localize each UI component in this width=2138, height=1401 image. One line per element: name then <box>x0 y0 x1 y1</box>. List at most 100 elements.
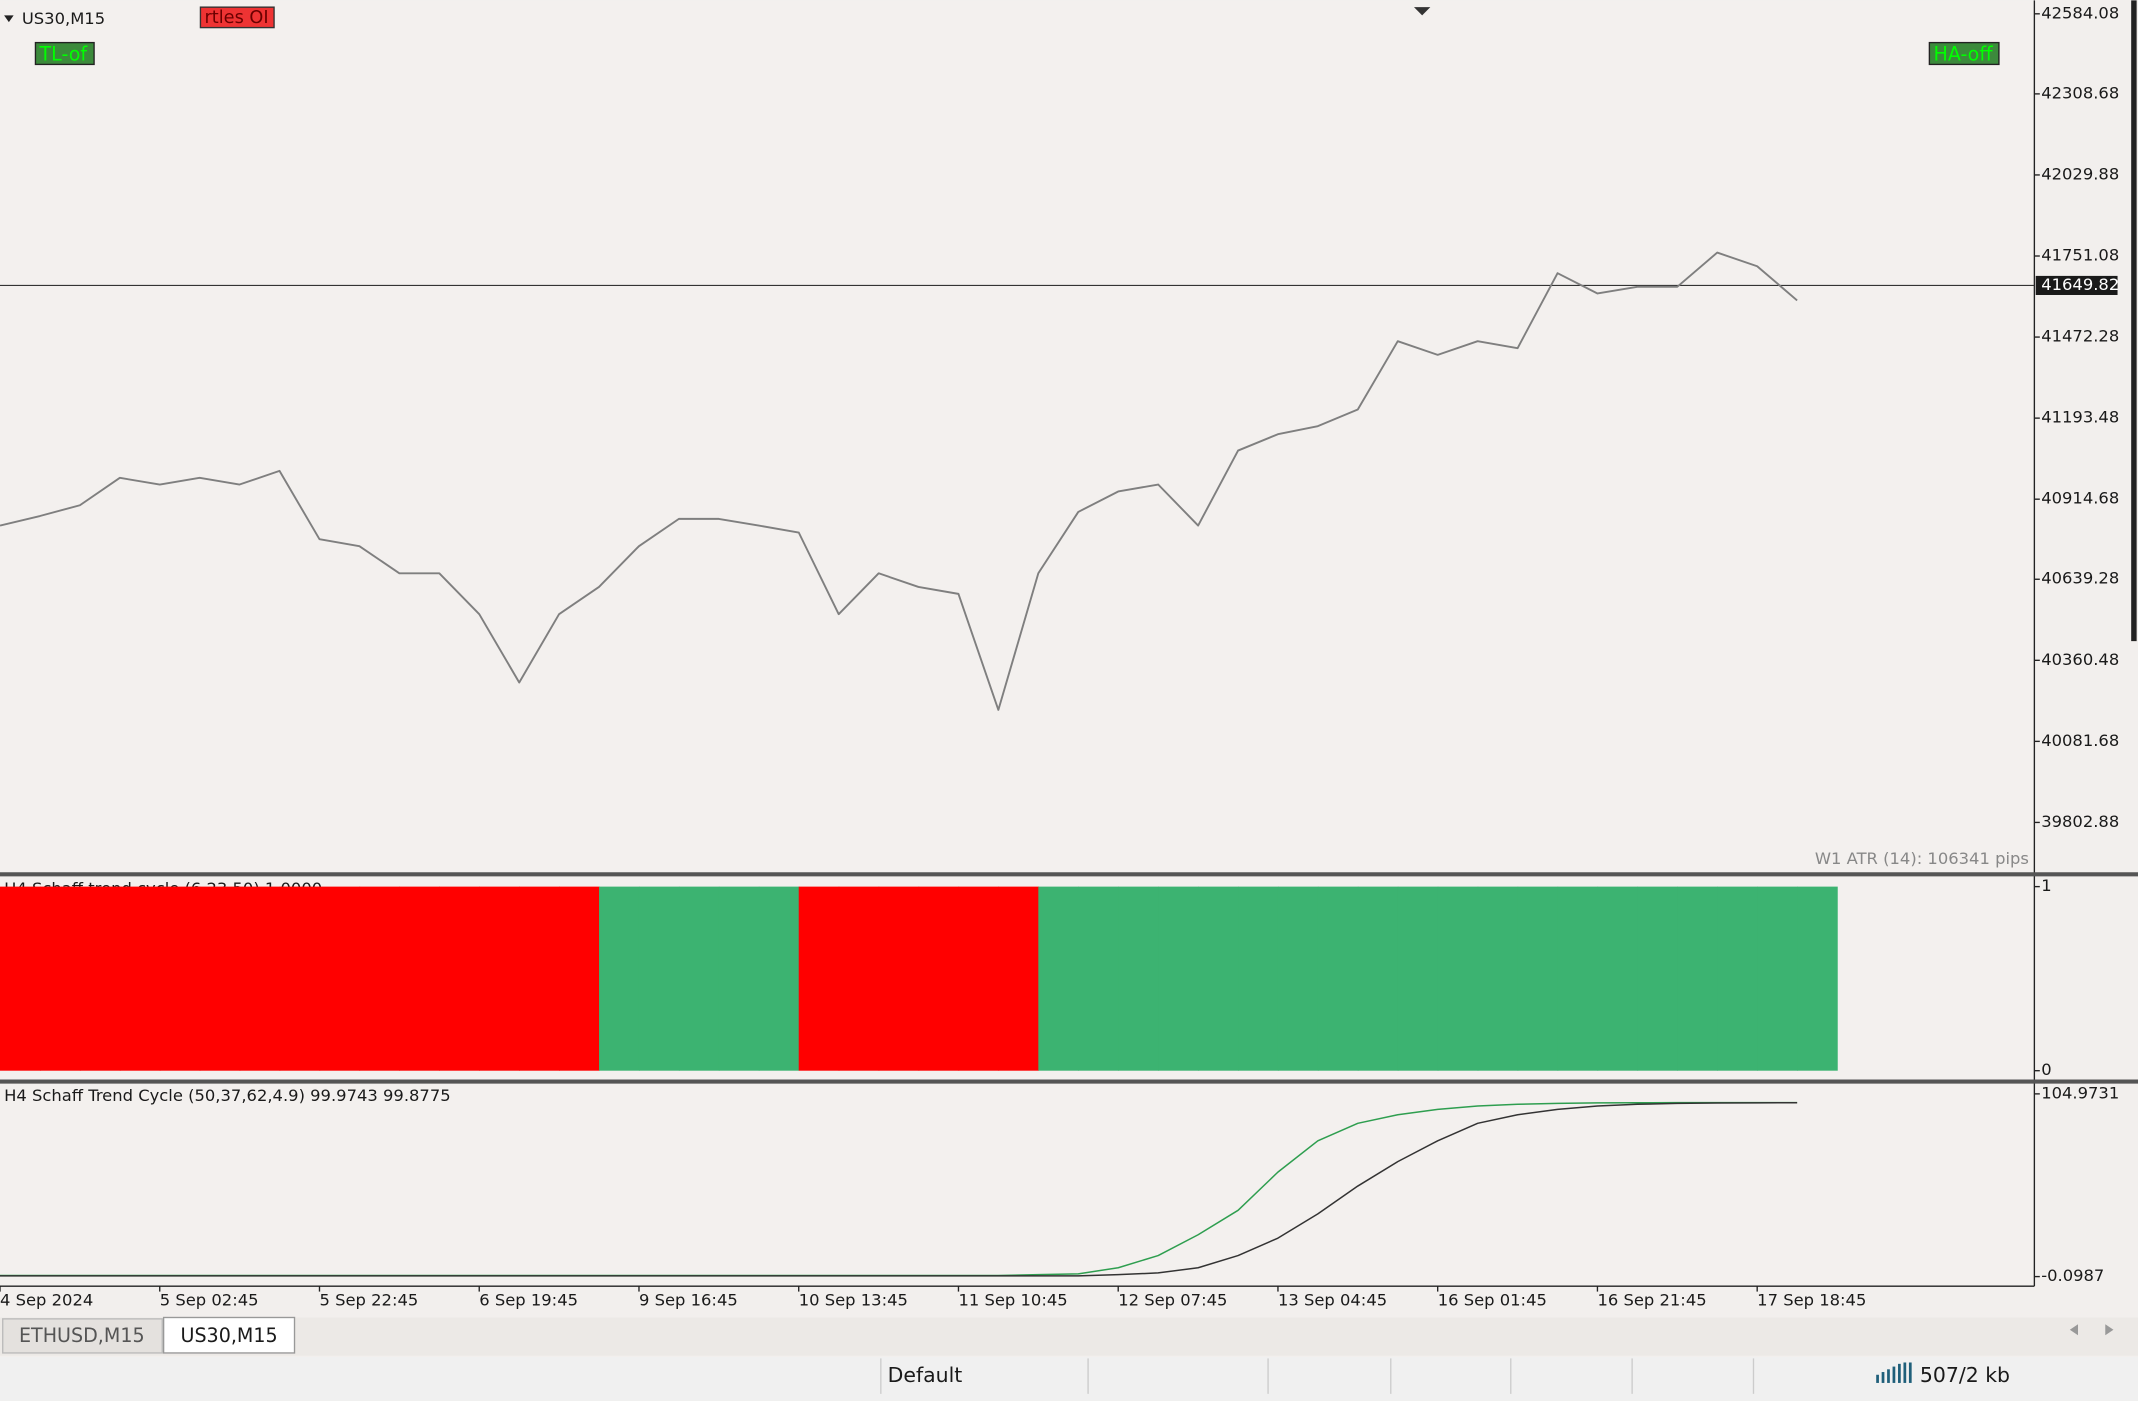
x-tick-label: 5 Sep 02:45 <box>160 1291 259 1310</box>
y-tick-label: 40081.68 <box>2041 731 2119 750</box>
bar <box>79 886 121 1071</box>
x-tick-label: 10 Sep 13:45 <box>799 1291 908 1310</box>
bar <box>1717 886 1758 1071</box>
shift-marker <box>1413 7 1431 16</box>
bar <box>1517 886 1559 1071</box>
bar <box>1357 886 1399 1071</box>
y-tick-label: 40639.28 <box>2041 569 2119 588</box>
y-tick-label: 41472.28 <box>2041 327 2119 346</box>
y-tick-label: 104.9731 <box>2041 1083 2119 1102</box>
bar <box>1757 886 1798 1071</box>
menu-arrow[interactable] <box>4 15 14 23</box>
x-tick-label: 11 Sep 10:45 <box>958 1291 1067 1310</box>
atr-label: W1 ATR (14): 106341 pips <box>1815 849 2029 868</box>
tab-bar <box>0 1317 2138 1356</box>
bar <box>1198 886 1239 1071</box>
y-tick-label: 42308.68 <box>2041 83 2119 102</box>
button-label[interactable]: HA-off <box>1933 43 1993 65</box>
bar <box>159 886 201 1071</box>
tab-label[interactable]: ETHUSD,M15 <box>19 1325 145 1347</box>
bar <box>918 886 960 1071</box>
y-tick-label: 42584.08 <box>2041 3 2119 22</box>
bar <box>958 886 1000 1071</box>
y-tick-label: 42029.88 <box>2041 164 2119 183</box>
y-tick-label: 41193.48 <box>2041 408 2119 427</box>
bar <box>479 886 520 1071</box>
connection-icon <box>1876 1362 1912 1383</box>
button-box[interactable] <box>1928 41 2000 66</box>
bar <box>39 886 81 1071</box>
series-line <box>0 1101 1798 1277</box>
tab-active[interactable] <box>162 1316 296 1354</box>
bar <box>1797 886 1838 1071</box>
button-label[interactable]: TL-of <box>39 43 89 65</box>
button-label[interactable]: rtles OI <box>205 8 269 28</box>
bar <box>1158 886 1199 1071</box>
bar <box>1038 886 1079 1071</box>
x-tick-label: 12 Sep 07:45 <box>1118 1291 1227 1310</box>
bar <box>1437 886 1479 1071</box>
indicator-title: H4 Schaff Trend Cycle (50,37,62,4.9) 99.… <box>4 1086 451 1105</box>
bar <box>798 886 840 1071</box>
y-tick-label: 0 <box>2041 1060 2051 1079</box>
bar <box>199 886 241 1071</box>
x-tick-label: 4 Sep 2024 <box>0 1291 93 1310</box>
bar <box>718 886 760 1071</box>
bar <box>599 886 640 1071</box>
x-tick-label: 16 Sep 21:45 <box>1597 1291 1706 1310</box>
symbol-label: US30,M15 <box>22 9 105 28</box>
bar <box>1557 886 1599 1071</box>
price-tag <box>2035 275 2118 295</box>
y-tick-label: -0.0987 <box>2041 1266 2104 1285</box>
status-dividers <box>880 1358 1755 1394</box>
status-profile: Default <box>888 1363 963 1387</box>
bar <box>1677 886 1718 1071</box>
bar <box>1597 886 1639 1071</box>
y-tick-label: 41751.08 <box>2041 246 2119 265</box>
bar <box>279 886 321 1071</box>
bar <box>1078 886 1119 1071</box>
bar <box>439 886 480 1071</box>
bar <box>519 886 560 1071</box>
y-tick-label: 40360.48 <box>2041 650 2119 669</box>
x-tick-label: 13 Sep 04:45 <box>1278 1291 1387 1310</box>
y-tick-label: 39802.88 <box>2041 812 2119 831</box>
x-tick-label: 16 Sep 01:45 <box>1438 1291 1547 1310</box>
bar <box>638 886 680 1071</box>
current-price-label: 41649.82 <box>2041 275 2119 294</box>
x-tick-label: 5 Sep 22:45 <box>319 1291 418 1310</box>
bar <box>1277 886 1319 1071</box>
bar <box>239 886 281 1071</box>
tab-label[interactable]: US30,M15 <box>180 1325 277 1347</box>
x-tick-label: 17 Sep 18:45 <box>1757 1291 1866 1310</box>
bar <box>119 886 161 1071</box>
status-traffic: 507/2 kb <box>1920 1363 2010 1387</box>
y-tick-label: 40914.68 <box>2041 489 2119 508</box>
status-bar <box>0 1357 2138 1401</box>
bar <box>1317 886 1359 1071</box>
x-tick-label: 6 Sep 19:45 <box>479 1291 578 1310</box>
bar <box>1477 886 1519 1071</box>
series-line <box>0 251 1798 711</box>
bar <box>1238 886 1279 1071</box>
bar <box>758 886 800 1071</box>
y-tick-label: 1 <box>2041 876 2051 895</box>
bar <box>998 886 1040 1071</box>
tab[interactable] <box>2 1318 163 1354</box>
x-tick-label: 9 Sep 16:45 <box>639 1291 738 1310</box>
bar <box>678 886 720 1071</box>
bar <box>399 886 440 1071</box>
bar <box>359 886 401 1071</box>
bar <box>559 886 600 1071</box>
bar <box>0 886 41 1071</box>
bar <box>1397 886 1439 1071</box>
bar <box>878 886 920 1071</box>
bar <box>319 886 361 1071</box>
button-box[interactable] <box>34 41 95 66</box>
button-box[interactable] <box>199 6 275 29</box>
bar <box>838 886 880 1071</box>
bar <box>1637 886 1678 1071</box>
bar <box>1118 886 1159 1071</box>
